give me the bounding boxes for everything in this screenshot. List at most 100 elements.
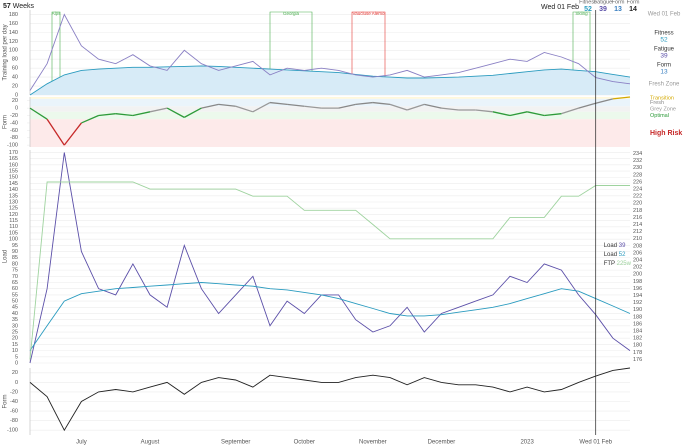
y-tick-label: 80 xyxy=(12,261,18,267)
y2-tick-label: 178 xyxy=(633,350,642,356)
form-segment xyxy=(287,103,305,107)
form-segment xyxy=(132,111,151,117)
readout-label: Form xyxy=(627,0,640,5)
y-tick-label: -100 xyxy=(7,143,18,149)
y2-tick-label: 200 xyxy=(633,272,642,278)
y-tick-label: 40 xyxy=(12,311,18,317)
y2-tick-label: 202 xyxy=(633,265,642,271)
zone-label: Grey Zone xyxy=(650,106,676,112)
series-end-value: 225w xyxy=(617,261,632,267)
readout-value: 39 xyxy=(599,6,607,13)
series-line xyxy=(29,13,631,91)
form-segment xyxy=(46,118,65,146)
zone-band xyxy=(30,119,630,147)
event-bracket xyxy=(572,11,591,95)
y-tick-label: 40 xyxy=(12,75,18,81)
y2-tick-label: 206 xyxy=(633,250,642,256)
form-segment xyxy=(544,113,562,117)
form-segment xyxy=(183,107,202,118)
y-tick-label: 120 xyxy=(9,39,18,45)
y2-tick-label: 186 xyxy=(633,321,642,327)
y-tick-label: 100 xyxy=(9,237,18,243)
zone-label: Transition xyxy=(650,95,674,101)
y2-tick-label: 230 xyxy=(633,165,642,171)
y-tick-label: 170 xyxy=(9,150,18,156)
y2-tick-label: 196 xyxy=(633,286,642,292)
y-tick-label: 55 xyxy=(12,292,18,298)
y2-tick-label: 224 xyxy=(633,187,642,193)
sidebar-date: Wed 01 Feb xyxy=(648,12,681,18)
y-tick-label: 50 xyxy=(12,299,18,305)
event-label: Vaucluse Alemo xyxy=(353,11,385,16)
zone-band xyxy=(30,111,630,120)
form-segment xyxy=(149,107,168,113)
form-segment xyxy=(424,103,442,109)
zone-label: High Risk xyxy=(650,130,682,137)
y2-tick-label: 188 xyxy=(633,314,642,320)
y-tick-label: -20 xyxy=(10,389,18,395)
sidebar-value: 52 xyxy=(660,37,668,44)
series-area xyxy=(30,65,630,95)
form-segment xyxy=(201,103,219,109)
y-tick-label: 75 xyxy=(12,268,18,274)
x-tick-label: December xyxy=(428,440,456,446)
y-tick-label: 120 xyxy=(9,212,18,218)
y-tick-label: -80 xyxy=(10,135,18,141)
y-tick-label: 0 xyxy=(15,380,18,386)
y-tick-label: -60 xyxy=(10,409,18,415)
y2-tick-label: 204 xyxy=(633,258,642,264)
form-segment xyxy=(612,96,631,100)
series-end-label: Load 39 xyxy=(604,243,626,249)
weeks-label: Weeks xyxy=(13,3,35,10)
series-end-value: 52 xyxy=(619,252,626,258)
zone-label: Fresh xyxy=(650,100,664,106)
series-end-value: 39 xyxy=(619,243,626,249)
sidebar-label: Fitness xyxy=(654,31,673,37)
y-tick-label: 70 xyxy=(12,274,18,280)
y2-tick-label: 232 xyxy=(633,158,642,164)
y-tick-label: 135 xyxy=(9,193,18,199)
event-label: Alps xyxy=(52,11,62,16)
zone-band xyxy=(30,97,630,99)
form-segment xyxy=(492,111,511,117)
y-tick-label: 20 xyxy=(12,336,18,342)
form-segment xyxy=(355,101,373,106)
form-segment xyxy=(29,107,48,120)
series-name: Load xyxy=(604,252,617,258)
weeks-count: 57 xyxy=(3,3,11,10)
y-tick-label: 20 xyxy=(12,370,18,376)
readout-date: Wed 01 Feb xyxy=(541,4,579,11)
y-axis-label: Form xyxy=(3,115,9,129)
y2-tick-label: 180 xyxy=(633,343,642,349)
event-label: Georgia xyxy=(283,11,300,16)
series-name: Load xyxy=(604,243,617,249)
readout-label: Form xyxy=(612,0,625,5)
y2-tick-label: 214 xyxy=(633,222,642,228)
y2-tick-label: 208 xyxy=(633,243,642,249)
y-tick-label: 5 xyxy=(15,354,18,360)
series-end-label: Load 52 xyxy=(604,252,626,258)
form-segment xyxy=(527,111,545,117)
y-tick-label: 25 xyxy=(12,329,18,335)
form-segment xyxy=(98,113,116,117)
y-tick-label: 140 xyxy=(9,30,18,36)
y-tick-label: 15 xyxy=(12,342,18,348)
readout-value: 52 xyxy=(584,6,592,13)
y-tick-label: 180 xyxy=(9,12,18,18)
sidebar-value: 39 xyxy=(660,53,668,60)
zone-band xyxy=(30,106,630,112)
y-tick-label: 65 xyxy=(12,280,18,286)
y2-tick-label: 182 xyxy=(633,336,642,342)
y-tick-label: -80 xyxy=(10,418,18,424)
y-axis-label: Training load per day xyxy=(3,24,9,80)
form-segment xyxy=(269,101,288,106)
y-tick-label: -40 xyxy=(10,399,18,405)
y-tick-label: 20 xyxy=(12,84,18,90)
readout-label: Fatigue xyxy=(594,0,612,5)
y-tick-label: 90 xyxy=(12,249,18,255)
y-tick-label: 150 xyxy=(9,175,18,181)
y2-tick-label: 212 xyxy=(633,229,642,235)
y2-tick-label: 226 xyxy=(633,179,642,185)
y-tick-label: 160 xyxy=(9,162,18,168)
